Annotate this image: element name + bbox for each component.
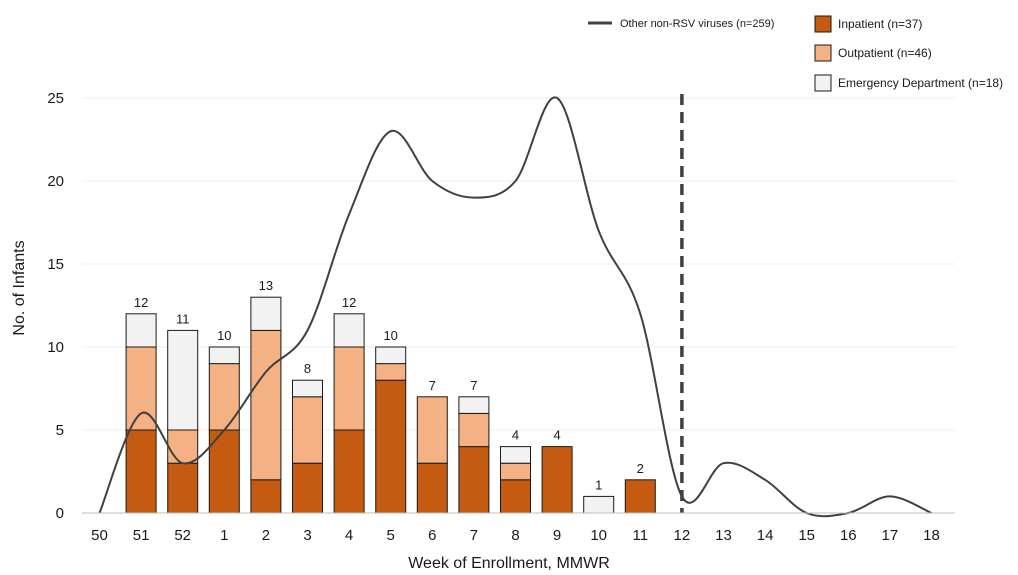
bar-total-label: 1 bbox=[595, 477, 602, 492]
x-tick-label: 52 bbox=[174, 527, 191, 544]
x-tick-label: 2 bbox=[262, 527, 270, 544]
bar-segment-emergency bbox=[375, 346, 407, 365]
x-tick-label: 51 bbox=[133, 527, 150, 544]
x-tick-label: 10 bbox=[590, 527, 607, 544]
bar-total-label: 2 bbox=[637, 461, 644, 476]
x-axis-title: Week of Enrollment, MMWR bbox=[408, 555, 610, 572]
bar-total-label: 11 bbox=[176, 311, 190, 326]
bar-segment-inpatient bbox=[541, 446, 573, 514]
bar-segment-inpatient bbox=[208, 429, 240, 514]
x-tick-label: 7 bbox=[470, 527, 478, 544]
bar-segment-outpatient bbox=[292, 396, 323, 464]
x-tick-label: 14 bbox=[757, 527, 774, 544]
bar-segment-inpatient bbox=[500, 479, 531, 514]
y-tick-label: 5 bbox=[56, 422, 64, 439]
bar-segment-outpatient bbox=[375, 363, 407, 381]
legend-swatch-outpatient bbox=[814, 44, 832, 62]
y-tick-label: 25 bbox=[47, 90, 64, 107]
bar-segment-inpatient bbox=[624, 479, 656, 514]
bar-segment-emergency bbox=[458, 396, 490, 414]
bar-segment-inpatient bbox=[458, 446, 490, 514]
bar-total-label: 7 bbox=[429, 378, 436, 393]
bar-total-label: 10 bbox=[383, 328, 397, 343]
y-axis-title: No. of Infants bbox=[11, 240, 28, 335]
legend-label-outpatient: Outpatient (n=46) bbox=[838, 46, 932, 60]
bar-total-label: 4 bbox=[512, 428, 519, 443]
x-tick-label: 15 bbox=[798, 527, 815, 544]
bar-total-label: 8 bbox=[304, 361, 311, 376]
stacked-bars bbox=[125, 296, 656, 514]
x-tick-label: 12 bbox=[674, 527, 691, 544]
y-tick-label: 20 bbox=[47, 173, 64, 190]
bar-segment-inpatient bbox=[375, 379, 407, 514]
bar-segment-emergency bbox=[583, 495, 615, 514]
bar-total-label: 10 bbox=[217, 328, 231, 343]
y-tick-label: 15 bbox=[47, 256, 64, 273]
bar-total-label: 7 bbox=[470, 378, 477, 393]
bar-segment-emergency bbox=[125, 313, 157, 348]
x-tick-label: 3 bbox=[303, 527, 311, 544]
bar-segment-inpatient bbox=[292, 462, 323, 514]
x-tick-label: 6 bbox=[428, 527, 436, 544]
x-tick-label: 50 bbox=[91, 527, 108, 544]
x-tick-label: 9 bbox=[553, 527, 561, 544]
x-tick-label: 16 bbox=[840, 527, 857, 544]
x-tick-label: 17 bbox=[882, 527, 899, 544]
bar-segment-emergency bbox=[167, 329, 199, 431]
bar-segment-outpatient bbox=[333, 346, 365, 431]
bar-segment-emergency bbox=[500, 446, 531, 464]
bar-segment-inpatient bbox=[333, 429, 365, 514]
bar-segment-emergency bbox=[208, 346, 240, 365]
y-tick-label: 10 bbox=[47, 339, 64, 356]
x-tick-label: 18 bbox=[923, 527, 940, 544]
legend-label-inpatient: Inpatient (n=37) bbox=[838, 17, 922, 31]
bar-segment-outpatient bbox=[416, 396, 448, 464]
legend: Other non-RSV viruses (n=259) Inpatient (… bbox=[588, 15, 1003, 92]
bar-segment-outpatient bbox=[208, 363, 240, 431]
x-tick-label: 5 bbox=[387, 527, 395, 544]
legend-swatch-emergency bbox=[814, 74, 832, 92]
y-tick-label: 0 bbox=[56, 505, 64, 522]
bar-segment-inpatient bbox=[416, 462, 448, 514]
x-tick-label: 11 bbox=[633, 527, 649, 544]
bar-segment-outpatient bbox=[250, 329, 282, 481]
non-rsv-line-path bbox=[98, 96, 932, 518]
bar-segment-outpatient bbox=[500, 462, 531, 481]
x-tick-label: 13 bbox=[715, 527, 732, 544]
legend-label-non-rsv: Other non-RSV viruses (n=259) bbox=[620, 18, 774, 30]
bar-total-label: 12 bbox=[342, 295, 356, 310]
legend-label-emergency: Emergency Department (n=18) bbox=[838, 76, 1003, 90]
bar-segment-emergency bbox=[250, 296, 282, 331]
bar-segment-inpatient bbox=[167, 462, 199, 514]
x-tick-label: 8 bbox=[511, 527, 519, 544]
bar-segment-inpatient bbox=[125, 429, 157, 514]
bar-total-label: 12 bbox=[134, 295, 148, 310]
bar-segment-outpatient bbox=[458, 412, 490, 448]
y-axis-ticks: 0 5 10 15 20 25 bbox=[47, 90, 64, 522]
bar-total-label: 13 bbox=[259, 278, 273, 293]
x-tick-label: 4 bbox=[345, 527, 353, 544]
legend-swatch-inpatient bbox=[814, 15, 832, 33]
bar-total-label: 4 bbox=[553, 428, 560, 443]
x-axis-ticks: 50 51 52 1 2 3 4 5 6 7 8 9 10 11 12 13 14 15 16 17 18 bbox=[91, 527, 940, 544]
bar-segment-emergency bbox=[333, 313, 365, 348]
bar-segment-outpatient bbox=[167, 429, 199, 464]
non-rsv-line bbox=[98, 96, 932, 518]
x-tick-label: 1 bbox=[220, 527, 228, 544]
bar-segment-emergency bbox=[292, 379, 323, 398]
bar-segment-inpatient bbox=[250, 479, 282, 514]
